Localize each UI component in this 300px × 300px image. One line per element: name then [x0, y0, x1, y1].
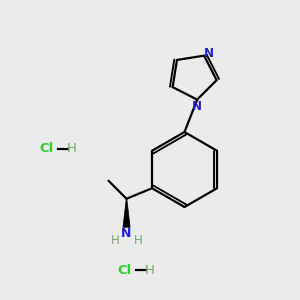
Text: H: H [145, 263, 155, 277]
Text: N: N [192, 100, 202, 113]
Text: N: N [121, 227, 132, 240]
Text: H: H [134, 234, 142, 247]
Text: Cl: Cl [117, 263, 132, 277]
Text: Cl: Cl [39, 142, 54, 155]
Text: H: H [67, 142, 77, 155]
Polygon shape [123, 199, 130, 227]
Text: N: N [204, 47, 214, 60]
Text: H: H [111, 234, 119, 247]
